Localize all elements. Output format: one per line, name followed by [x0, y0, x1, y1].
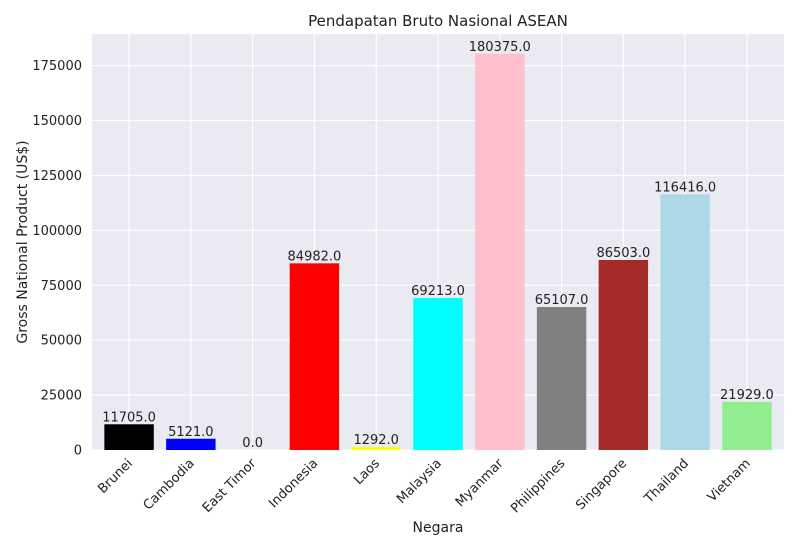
y-tick-label: 50000 — [41, 334, 82, 349]
y-tick-label: 150000 — [32, 114, 82, 129]
x-axis-label: Negara — [413, 520, 464, 536]
bar-indonesia — [289, 263, 340, 450]
bar-value-label: 1292.0 — [353, 433, 399, 448]
y-tick-label: 75000 — [41, 279, 82, 294]
data-labels: 11705.0 5121.0 0.0 84982.0 1292.0 69213.0 1803… — [102, 40, 774, 451]
y-tick-label: 0 — [74, 444, 82, 459]
y-tick-labels: 0 25000 50000 75000 100000 125000 150000 175000 — [32, 59, 82, 458]
chart-title: Pendapatan Bruto Nasional ASEAN — [308, 12, 568, 30]
bar-myanmar — [475, 53, 525, 450]
x-tick-label: East Timor — [200, 456, 260, 516]
x-tick-label: Philippines — [508, 456, 568, 516]
x-tick-label: Singapore — [573, 456, 630, 513]
x-tick-label: Vietnam — [705, 456, 754, 505]
bar-value-label: 21929.0 — [720, 388, 774, 403]
y-axis-label: Gross National Product (US$) — [15, 140, 31, 343]
x-tick-labels: Brunei Cambodia East Timor Indonesia Laos Mal… — [95, 456, 753, 517]
bar-value-label: 84982.0 — [288, 249, 342, 264]
bar-laos — [351, 447, 401, 450]
y-tick-label: 125000 — [32, 169, 82, 184]
x-tick-label: Thailand — [641, 456, 692, 507]
bar-value-label: 180375.0 — [469, 40, 531, 55]
bar-value-label: 116416.0 — [654, 180, 716, 195]
x-tick-label: Malaysia — [394, 456, 445, 507]
x-tick-label: Cambodia — [141, 456, 198, 513]
bar-singapore — [598, 259, 649, 450]
bar-vietnam — [722, 401, 772, 450]
x-tick-label: Laos — [351, 456, 383, 488]
x-tick-label: Brunei — [95, 456, 136, 497]
x-tick-label: Indonesia — [266, 456, 321, 511]
bar-philippines — [536, 306, 587, 450]
bar-value-label: 0.0 — [242, 436, 263, 451]
bar-value-label: 65107.0 — [535, 293, 589, 308]
bar-brunei — [104, 424, 154, 450]
bar-thailand — [660, 194, 710, 450]
bar-malaysia — [413, 297, 463, 450]
bar-value-label: 86503.0 — [596, 246, 650, 261]
bar-value-label: 11705.0 — [102, 410, 156, 425]
bars — [104, 53, 772, 450]
x-tick-label: Myanmar — [453, 456, 507, 510]
y-tick-label: 100000 — [32, 224, 82, 239]
bar-value-label: 5121.0 — [168, 425, 214, 440]
y-tick-label: 25000 — [41, 389, 82, 404]
bar-value-label: 69213.0 — [411, 284, 465, 299]
bar-cambodia — [166, 438, 216, 450]
y-tick-label: 175000 — [32, 59, 82, 74]
